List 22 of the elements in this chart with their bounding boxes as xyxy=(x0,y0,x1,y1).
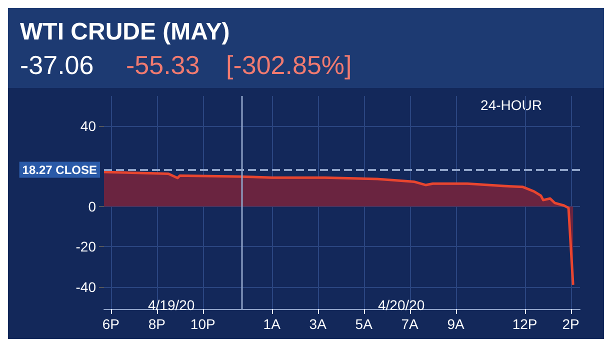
chart-title: WTI CRUDE (MAY) xyxy=(20,18,230,46)
annotation: 24-HOUR xyxy=(480,97,542,113)
x-tick-label: 7A xyxy=(401,316,420,332)
y-tick-label: 40 xyxy=(80,118,96,134)
x-tick-label: 10P xyxy=(190,316,216,332)
x-tick-label: 5A xyxy=(355,316,374,332)
annotation: 4/20/20 xyxy=(378,297,425,313)
x-tick-label: 2P xyxy=(562,316,580,332)
ref-line-label: 18.27 CLOSE xyxy=(22,162,97,177)
y-tick-label: 0 xyxy=(88,198,96,215)
y-tick-label: -40 xyxy=(76,278,96,295)
x-tick-label: 9A xyxy=(447,316,466,332)
x-tick-label: 6P xyxy=(102,316,120,332)
x-tick-label: 12P xyxy=(512,316,538,332)
x-tick-label: 8P xyxy=(148,316,166,332)
x-tick-label: 3A xyxy=(309,316,328,332)
annotation: 4/19/20 xyxy=(148,297,195,313)
y-tick-label: -20 xyxy=(76,238,96,255)
chart-subtitle: -37.06 xyxy=(20,50,94,80)
text: [-302.85%] xyxy=(226,50,352,80)
x-tick-label: 1A xyxy=(263,316,282,332)
text: -55.33 xyxy=(126,50,200,80)
